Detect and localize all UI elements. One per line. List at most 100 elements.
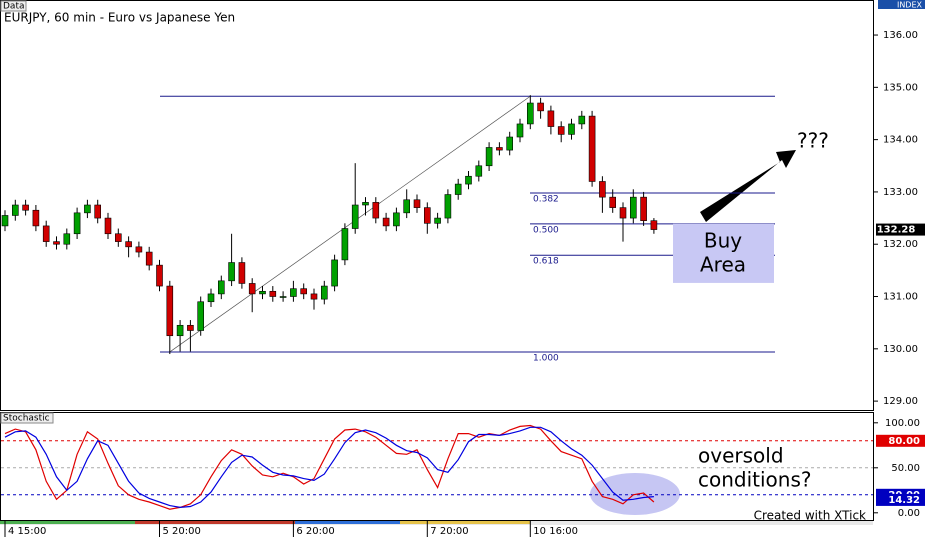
fib-label: 1.000 bbox=[533, 353, 559, 363]
candle-body bbox=[63, 233, 71, 245]
candle-body bbox=[619, 207, 627, 219]
candle-body bbox=[434, 217, 441, 224]
annotation: conditions? bbox=[698, 468, 812, 492]
candle-body bbox=[454, 183, 462, 195]
candle-body bbox=[248, 283, 256, 295]
candle-body bbox=[526, 102, 534, 125]
annotation: oversold bbox=[698, 444, 784, 468]
candle-body bbox=[84, 204, 91, 214]
x-tick-label: 6 20:00 bbox=[296, 526, 334, 537]
y-tick-label: 129.00 bbox=[883, 396, 918, 407]
candle-body bbox=[413, 199, 421, 208]
annotation: ??? bbox=[797, 129, 829, 153]
x-tick-label: 7 20:00 bbox=[430, 526, 468, 537]
x-tick-label: 10 16:00 bbox=[533, 526, 578, 537]
candle-body bbox=[331, 259, 338, 287]
candle-body bbox=[506, 136, 514, 151]
axis-label-box bbox=[878, 0, 925, 9]
trendline bbox=[169, 95, 531, 353]
candle-body bbox=[94, 204, 101, 219]
y-tick-label: 133.00 bbox=[883, 187, 918, 198]
candle-body bbox=[269, 290, 277, 297]
candle-body bbox=[238, 262, 246, 284]
stochastic-line bbox=[4, 426, 654, 509]
candle-body bbox=[568, 123, 575, 135]
chart-title: EURJPY, 60 min - Euro vs Japanese Yen bbox=[4, 11, 235, 25]
panel-label: Stochastic bbox=[3, 414, 50, 424]
stochastic-panel bbox=[0, 412, 874, 521]
candle-body bbox=[12, 204, 19, 216]
candle-body bbox=[588, 115, 596, 182]
last-price-label: 132.28 bbox=[877, 225, 916, 236]
y-tick-label: 131.00 bbox=[883, 292, 918, 303]
y-tick-label: 50.00 bbox=[891, 463, 920, 474]
candle-body bbox=[475, 165, 483, 177]
candle-body bbox=[310, 293, 318, 300]
candle-body bbox=[423, 207, 431, 224]
fib-label: 0.382 bbox=[533, 194, 559, 204]
axis-label: INDEX bbox=[897, 1, 923, 10]
candle-body bbox=[135, 246, 143, 253]
candle-body bbox=[382, 217, 390, 227]
candle-body bbox=[125, 241, 132, 248]
candle-body bbox=[629, 196, 637, 219]
candle-body bbox=[290, 288, 297, 297]
candle-body bbox=[32, 209, 40, 227]
panel-label: Data bbox=[3, 2, 25, 12]
candle-body bbox=[609, 196, 617, 208]
y-tick-label: 100.00 bbox=[885, 418, 920, 429]
candle-body bbox=[547, 110, 555, 127]
candle-body bbox=[53, 241, 60, 245]
candle-body bbox=[496, 147, 503, 151]
y-tick-label: 132.00 bbox=[883, 239, 918, 250]
footer: Created with XTick bbox=[754, 509, 866, 523]
candle-body bbox=[176, 324, 184, 337]
candle-body bbox=[300, 288, 308, 295]
candle-body bbox=[465, 175, 472, 185]
candle-body bbox=[485, 147, 493, 167]
stochastic-line bbox=[4, 424, 655, 510]
candle-body bbox=[362, 202, 369, 206]
candle-body bbox=[104, 217, 112, 235]
candle-body bbox=[207, 293, 215, 303]
candle-body bbox=[578, 115, 586, 125]
x-tick-label: 5 20:00 bbox=[163, 526, 201, 537]
candle-body bbox=[403, 199, 411, 214]
fib-label: 0.500 bbox=[533, 225, 559, 235]
fib-label: 0.618 bbox=[533, 257, 559, 267]
candle-body bbox=[393, 212, 400, 227]
candle-body bbox=[372, 202, 380, 219]
panel-label-box bbox=[0, 0, 27, 12]
candle-body bbox=[156, 264, 163, 287]
candle-body bbox=[640, 196, 647, 221]
candle-body bbox=[228, 262, 235, 282]
y-tick-label: 136.00 bbox=[883, 30, 918, 41]
last-price-tag bbox=[876, 223, 925, 236]
y-tick-label: 0.00 bbox=[898, 508, 920, 519]
candle-body bbox=[187, 324, 194, 331]
candle-body bbox=[22, 204, 29, 211]
candle-body bbox=[444, 194, 452, 219]
candle-body bbox=[197, 301, 204, 331]
candle-body bbox=[599, 181, 606, 198]
candle-body bbox=[145, 251, 153, 266]
y-tick-label: 135.00 bbox=[883, 82, 918, 93]
candle-body bbox=[259, 290, 266, 295]
x-tick-label: 4 15:00 bbox=[8, 526, 46, 537]
candle-body bbox=[351, 204, 359, 229]
y-tick-label: 130.00 bbox=[883, 344, 918, 355]
time-strip bbox=[295, 521, 400, 524]
candle-body bbox=[42, 225, 50, 242]
candle-body bbox=[166, 285, 174, 337]
time-strip bbox=[0, 521, 135, 524]
candle-body bbox=[650, 220, 658, 230]
candle-body bbox=[218, 280, 225, 295]
candle-body bbox=[341, 228, 349, 261]
y-tick-label: 134.00 bbox=[883, 135, 918, 146]
arrow bbox=[700, 150, 796, 222]
candle-body bbox=[516, 123, 524, 138]
buy-area bbox=[673, 223, 774, 283]
buy-area-label: Area bbox=[700, 252, 746, 276]
candle-body bbox=[73, 212, 81, 235]
